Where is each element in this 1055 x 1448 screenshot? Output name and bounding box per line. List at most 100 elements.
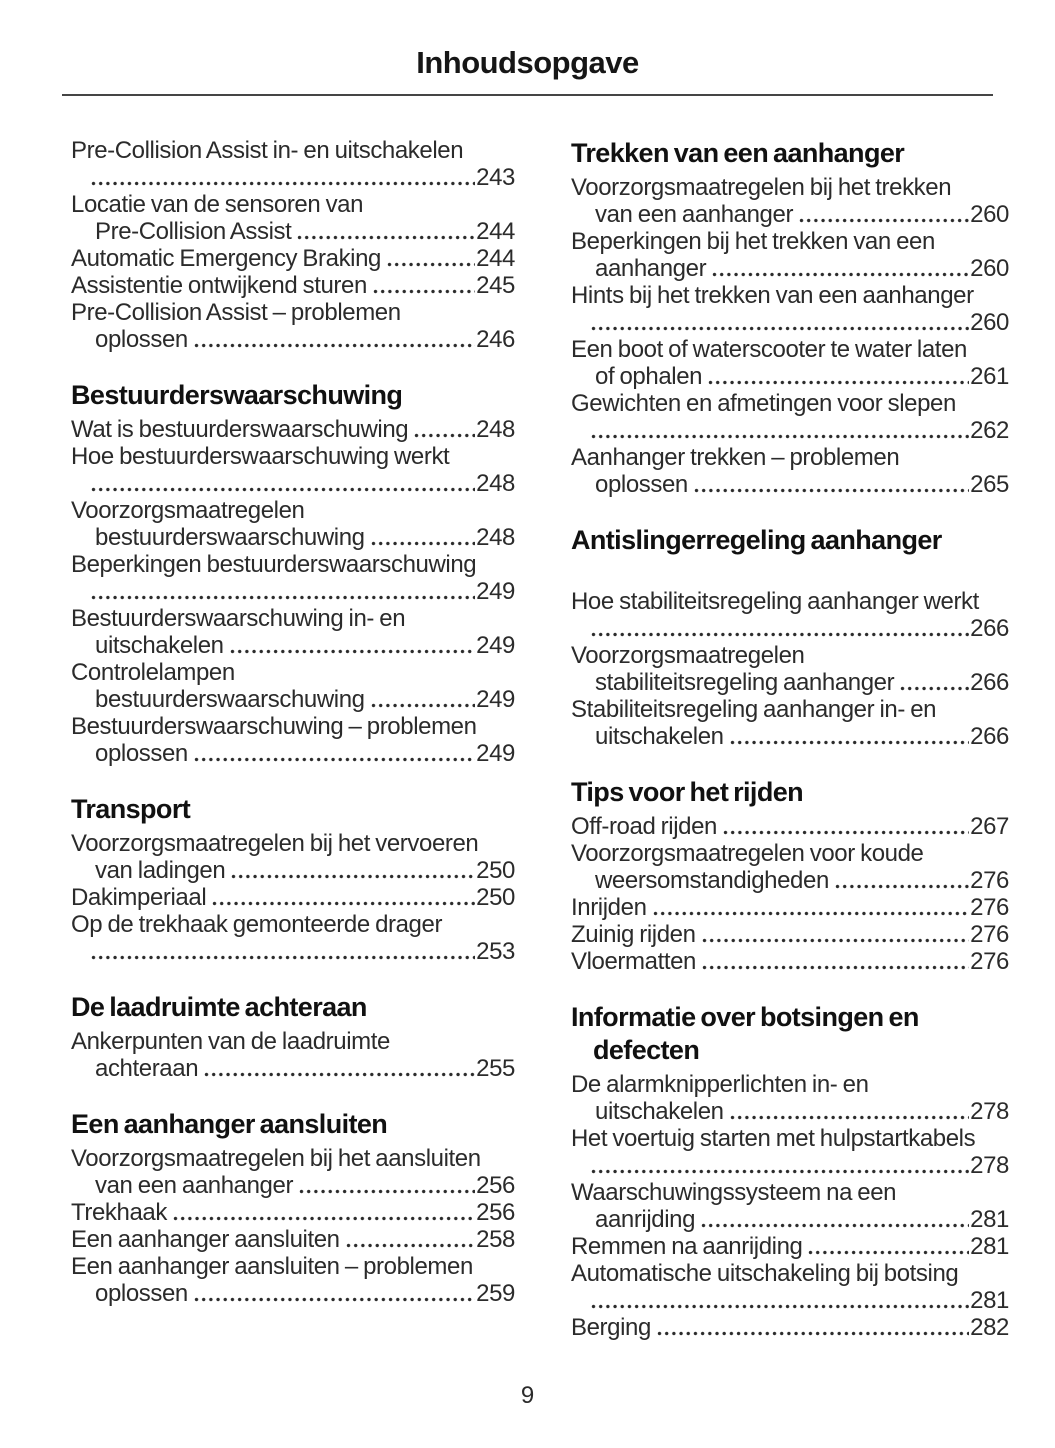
dot-leader-icon [900, 686, 970, 691]
entry-text: Gewichten en afmetingen voor slepen [571, 390, 956, 417]
entry-page-number: 265 [970, 471, 1009, 498]
entry-text: Remmen na aanrijding [571, 1233, 803, 1260]
section-heading-text: Antislingerregeling aanhanger [571, 525, 942, 555]
entry-line: Automatic Emergency Braking 244 [71, 245, 515, 272]
dot-leader-icon [652, 911, 970, 916]
entry-line: 262 [571, 417, 1009, 444]
entry-line: Berging 282 [571, 1314, 1009, 1341]
entry-line: Een aanhanger aansluiten 258 [71, 1226, 515, 1253]
entry-line: oplossen 265 [571, 471, 1009, 498]
toc-entry: Automatische uitschakeling bij botsing 28… [571, 1260, 1009, 1314]
toc-entry: De alarmknipperlichten in- en uitschakele… [571, 1071, 1009, 1125]
section-heading-text: Bestuurderswaarschuwing [71, 380, 403, 410]
section-heading-text: defecten [593, 1035, 700, 1065]
toc-entry: Controlelampen bestuurderswaarschuwing 249 [71, 659, 515, 713]
entry-text: De alarmknipperlichten in- en [571, 1071, 869, 1098]
section-heading: Trekken van een aanhanger [571, 137, 1009, 170]
toc-entry: Op de trekhaak gemonteerde drager 253 [71, 911, 515, 965]
dot-leader-icon [91, 487, 476, 492]
entry-text: Hoe stabiliteitsregeling aanhanger werkt [571, 588, 979, 615]
entry-text: Beperkingen bestuurderswaarschuwing [71, 551, 477, 578]
entry-line: 260 [571, 309, 1009, 336]
entry-text: oplossen [595, 471, 688, 498]
entry-page-number: 248 [476, 524, 515, 551]
entry-line: Off-road rijden 267 [571, 813, 1009, 840]
entry-text: Wat is bestuurderswaarschuwing [71, 416, 409, 443]
entry-page-number: 256 [476, 1199, 515, 1226]
toc-entry: Voorzorgsmaatregelen stabiliteitsregeling… [571, 642, 1009, 696]
entry-text: Voorzorgsmaatregelen [71, 497, 305, 524]
toc-entry: Voorzorgsmaatregelen bij het aansluiten v… [71, 1145, 515, 1199]
entry-page-number: 244 [476, 245, 515, 272]
entry-line: van een aanhanger 260 [571, 201, 1009, 228]
entry-page-number: 260 [970, 255, 1009, 282]
entry-page-number: 281 [970, 1233, 1009, 1260]
toc-entry: Pre-Collision Assist in- en uitschakelen… [71, 137, 515, 191]
entry-text: Ankerpunten van de laadruimte [71, 1028, 390, 1055]
entry-line: weersomstandigheden 276 [571, 867, 1009, 894]
entry-line: uitschakelen 278 [571, 1098, 1009, 1125]
toc-entry: Voorzorgsmaatregelen bij het vervoeren va… [71, 830, 515, 884]
toc-section: Tips voor het rijden Off-road rijden 267 Vo… [571, 776, 1009, 975]
entry-text: oplossen [95, 326, 188, 353]
entry-text: van een aanhanger [595, 201, 794, 228]
toc-entry: Dakimperiaal 250 [71, 884, 515, 911]
entry-line: aanrijding 281 [571, 1206, 1009, 1233]
entry-text: uitschakelen [595, 1098, 724, 1125]
dot-leader-icon [370, 541, 476, 546]
dot-leader-icon [193, 343, 476, 348]
entry-text: Een aanhanger aansluiten [71, 1226, 340, 1253]
entry-page-number: 276 [970, 894, 1009, 921]
entry-page-number: 261 [970, 363, 1009, 390]
entry-text: Trekhaak [71, 1199, 167, 1226]
entry-page-number: 245 [476, 272, 515, 299]
section-heading: Een aanhanger aansluiten [71, 1108, 515, 1141]
toc-section: Bestuurderswaarschuwing Wat is bestuurder… [71, 379, 515, 767]
entry-text: Off-road rijden [571, 813, 717, 840]
entry-page-number: 276 [970, 867, 1009, 894]
dot-leader-icon [702, 965, 970, 970]
dot-leader-icon [297, 235, 476, 240]
entry-line: Assistentie ontwijkend sturen 245 [71, 272, 515, 299]
toc-entry: Assistentie ontwijkend sturen 245 [71, 272, 515, 299]
entry-page-number: 250 [476, 857, 515, 884]
dot-leader-icon [693, 488, 970, 493]
toc-entry: Trekhaak 256 [71, 1199, 515, 1226]
dot-leader-icon [193, 757, 476, 762]
entry-text: Een boot of waterscooter te water laten [571, 336, 967, 363]
entry-page-number: 282 [970, 1314, 1009, 1341]
entry-text: Voorzorgsmaatregelen voor koude [571, 840, 924, 867]
entry-page-number: 266 [970, 669, 1009, 696]
section-heading-text: Trekken van een aanhanger [571, 138, 905, 168]
entry-text: Voorzorgsmaatregelen bij het vervoeren [71, 830, 479, 857]
entry-text: Berging [571, 1314, 651, 1341]
entry-page-number: 262 [970, 417, 1009, 444]
dot-leader-icon [193, 1297, 476, 1302]
entry-text: Vloermatten [571, 948, 696, 975]
dot-leader-icon [204, 1072, 476, 1077]
toc-section: Antislingerregeling aanhanger Hoe stabili… [571, 524, 1009, 750]
section-heading-text: Tips voor het rijden [571, 777, 804, 807]
entry-line: achteraan 255 [71, 1055, 515, 1082]
entry-line: Remmen na aanrijding 281 [571, 1233, 1009, 1260]
toc-entry: Hints bij het trekken van een aanhanger 2… [571, 282, 1009, 336]
entry-line: Inrijden 276 [571, 894, 1009, 921]
toc-entry: Zuinig rijden 276 [571, 921, 1009, 948]
dot-leader-icon [712, 272, 970, 277]
dot-leader-icon [387, 262, 476, 267]
toc-entry: Off-road rijden 267 [571, 813, 1009, 840]
entry-text: Controlelampen [71, 659, 235, 686]
dot-leader-icon [370, 703, 476, 708]
entry-page-number: 281 [970, 1287, 1009, 1314]
entry-text: Bestuurderswaarschuwing – problemen [71, 713, 477, 740]
entry-page-number: 281 [970, 1206, 1009, 1233]
entry-text: uitschakelen [595, 723, 724, 750]
entry-line: Trekhaak 256 [71, 1199, 515, 1226]
toc-entry: Aanhanger trekken – problemen oplossen 265 [571, 444, 1009, 498]
entry-line: stabiliteitsregeling aanhanger 266 [571, 669, 1009, 696]
toc-entry: Hoe stabiliteitsregeling aanhanger werkt… [571, 588, 1009, 642]
page-title: Inhoudsopgave [416, 45, 639, 80]
entry-text: Hoe bestuurderswaarschuwing werkt [71, 443, 450, 470]
entry-page-number: 255 [476, 1055, 515, 1082]
